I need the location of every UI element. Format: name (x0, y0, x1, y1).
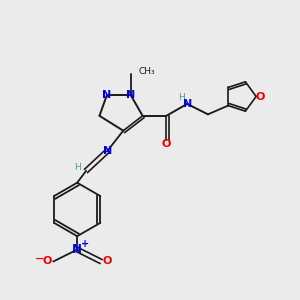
Text: N: N (103, 146, 113, 157)
Text: N: N (102, 90, 112, 100)
Text: +: + (81, 239, 90, 249)
Text: N: N (72, 243, 82, 256)
Text: O: O (102, 256, 112, 266)
Text: −: − (34, 254, 44, 263)
Text: O: O (256, 92, 265, 101)
Text: N: N (182, 99, 192, 109)
Text: N: N (126, 90, 135, 100)
Text: O: O (162, 139, 171, 149)
Text: H: H (178, 93, 185, 102)
Text: CH₃: CH₃ (138, 67, 155, 76)
Text: O: O (42, 256, 52, 266)
Text: H: H (74, 163, 81, 172)
